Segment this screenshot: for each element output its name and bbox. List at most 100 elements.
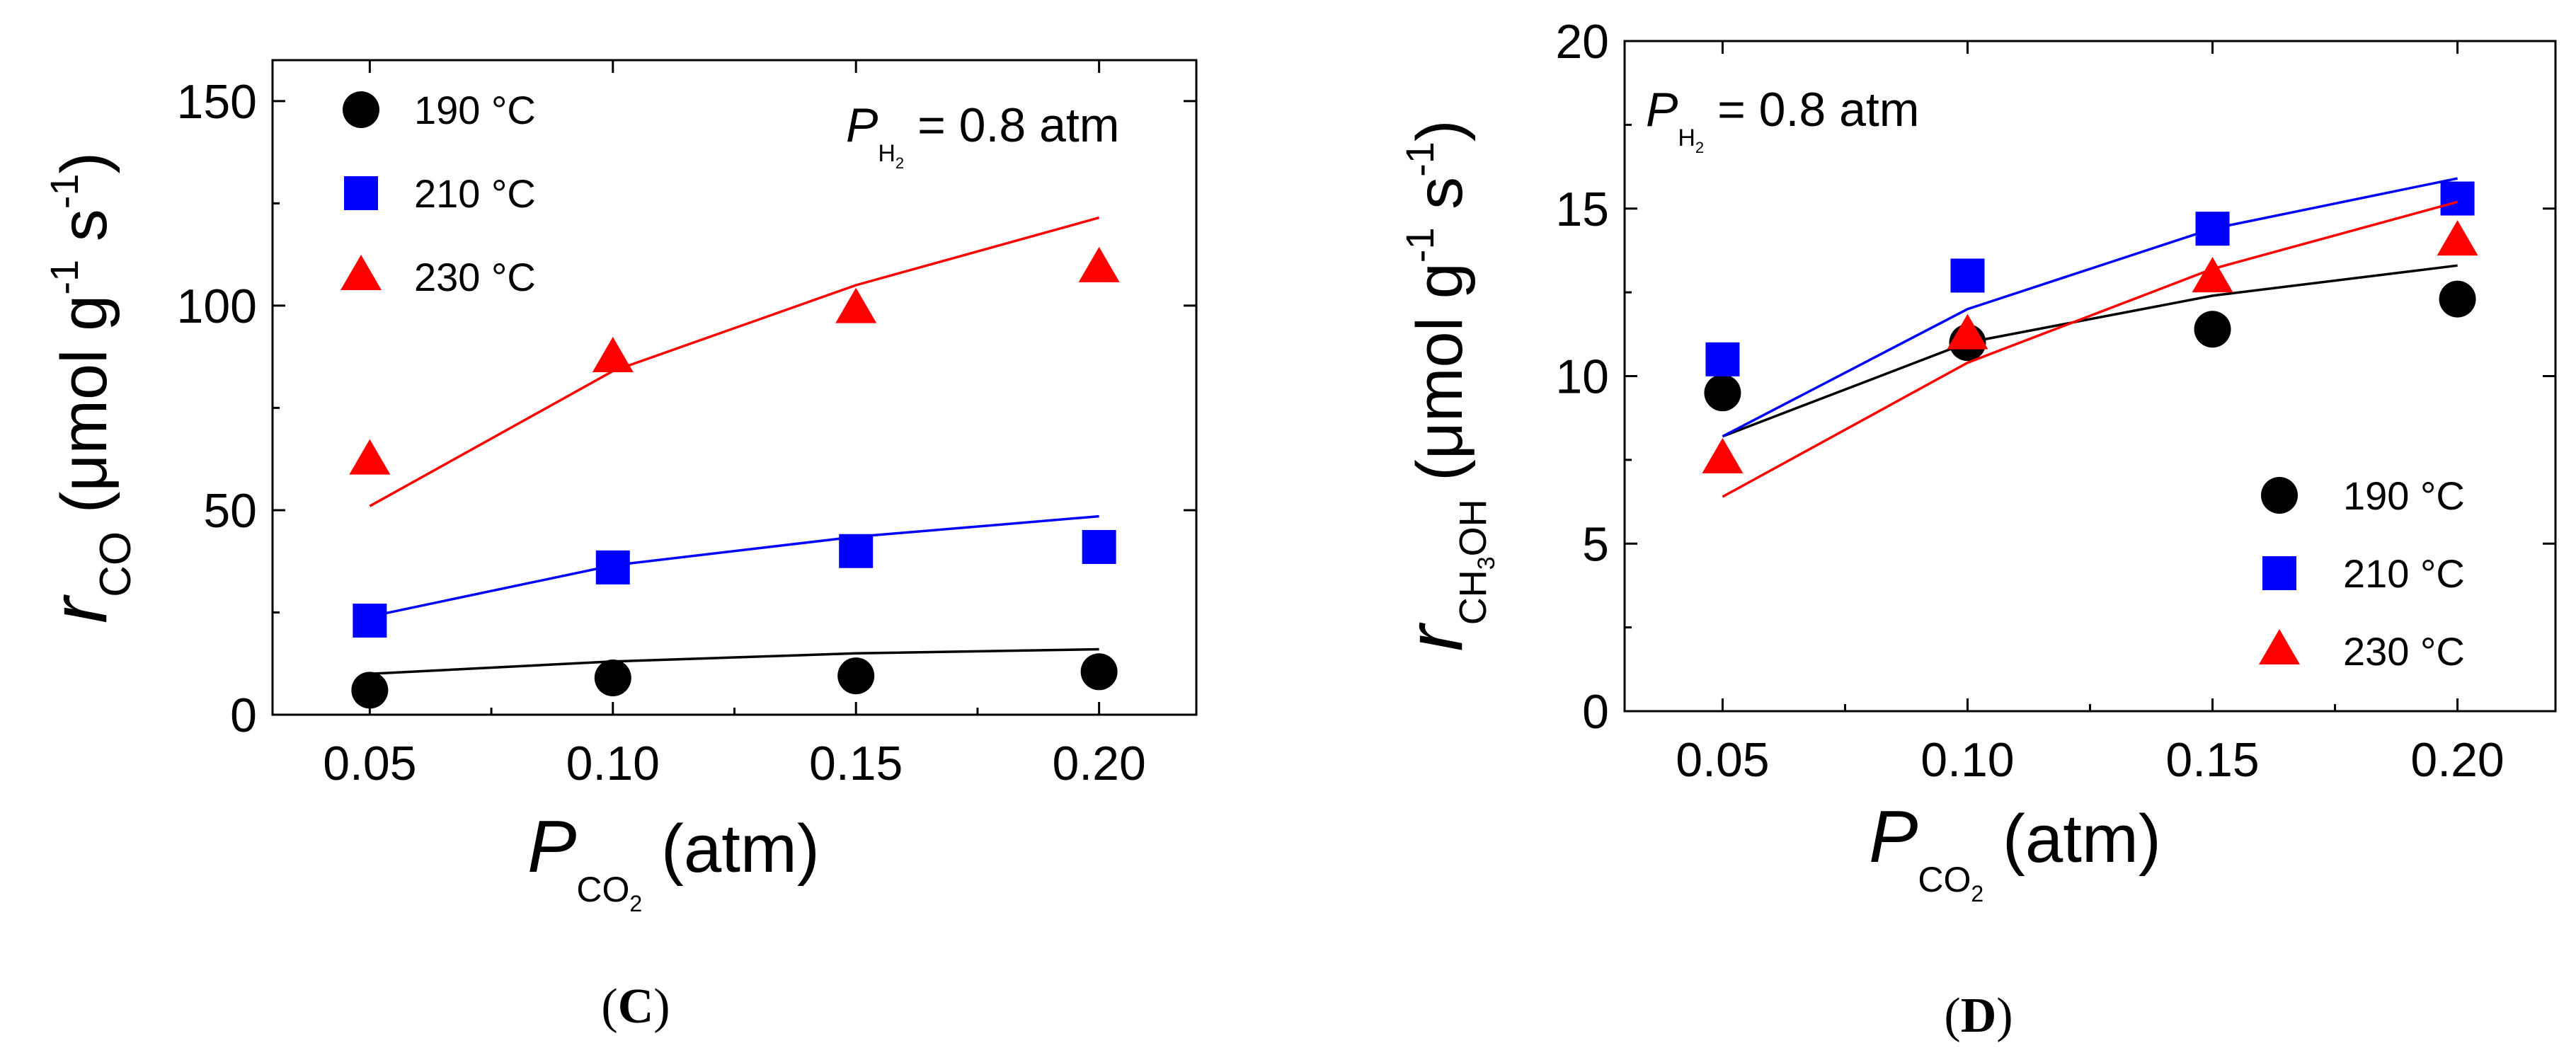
- annotation-value: = 0.8 atm: [904, 98, 1119, 152]
- data-point-square: [2195, 212, 2230, 246]
- x-tick-label: 0.10: [566, 737, 660, 790]
- data-point-circle: [594, 659, 631, 696]
- y-axis-title: rCO (μmol g-1 s-1): [35, 152, 140, 623]
- x-tick-label: 0.20: [1052, 737, 1145, 790]
- panel-caption: (D): [1944, 989, 2013, 1043]
- fit-line-210C: [370, 514, 1099, 618]
- annotation-pressure: PH2 = 0.8 atm: [846, 98, 1119, 172]
- y-title-mid: s: [48, 209, 120, 260]
- y-axis-title: rCH3OH (μmol g-1 s-1): [1390, 120, 1500, 651]
- data-point-square: [353, 604, 387, 638]
- legend-marker-circle: [343, 91, 379, 128]
- data-point-square: [1082, 529, 1116, 564]
- y-title-unit: (μmol g: [48, 295, 120, 531]
- data-point-square: [1705, 342, 1740, 376]
- legend-label: 190 °C: [414, 88, 536, 132]
- legend-label: 230 °C: [414, 255, 536, 299]
- legend-marker-square: [2262, 556, 2296, 590]
- data-point-square: [595, 550, 630, 585]
- y-title-close: ): [48, 152, 120, 174]
- y-tick-label: 5: [1582, 517, 1609, 571]
- y-title-exp2: -1: [42, 174, 86, 209]
- y-title-exp2: -1: [1397, 142, 1442, 177]
- x-title-subsub: 2: [629, 891, 642, 916]
- legend-label: 210 °C: [414, 171, 536, 216]
- fit-line-230C: [369, 216, 1100, 507]
- y-tick-label: 150: [177, 75, 257, 129]
- x-title-sub: CO: [1918, 860, 1971, 899]
- annotation-symbol: P: [1646, 83, 1678, 137]
- annotation-subsub: 2: [895, 154, 904, 172]
- data-point-triangle: [2437, 220, 2478, 256]
- x-tick-label: 0.15: [2165, 733, 2259, 787]
- x-tick-label: 0.10: [1920, 733, 2014, 787]
- legend-label: 230 °C: [2343, 629, 2465, 674]
- y-title-symbol: r: [35, 594, 123, 623]
- data-point-triangle: [1078, 246, 1120, 282]
- legend-marker-square: [344, 176, 378, 210]
- y-title-exp1: -1: [1397, 227, 1442, 263]
- legend-marker-triangle: [340, 255, 382, 290]
- plot-frame: [1623, 40, 2557, 713]
- data-point-circle: [2194, 311, 2231, 348]
- annotation-value: = 0.8 atm: [1704, 83, 1919, 137]
- y-title-sub2: OH: [1452, 499, 1494, 556]
- data-point-circle: [2439, 280, 2476, 318]
- y-tick-label: 50: [203, 484, 257, 538]
- x-axis-title: PCO2 (atm): [527, 806, 820, 916]
- annotation-subsub: 2: [1695, 139, 1704, 156]
- x-axis-title: PCO2 (atm): [1869, 796, 2161, 906]
- y-title-sub: CH: [1452, 570, 1494, 625]
- data-point-circle: [1080, 653, 1118, 691]
- annotation-symbol: P: [846, 98, 878, 152]
- x-title-unit: (atm): [642, 811, 820, 887]
- y-tick-label: 10: [1555, 350, 1609, 404]
- data-point-square: [1950, 258, 1985, 293]
- plot-frame: [271, 59, 1198, 716]
- x-title-unit: (atm): [1983, 801, 2161, 877]
- y-tick-label: 0: [1582, 685, 1609, 739]
- x-title-symbol: P: [527, 806, 576, 888]
- y-tick-label: 15: [1555, 183, 1609, 236]
- y-title-unit: (μmol g: [1404, 263, 1476, 499]
- caption-paren-close: ): [1996, 989, 2013, 1043]
- x-title-sub: CO: [576, 870, 629, 909]
- fit-line-190C: [1722, 264, 2458, 438]
- annotation-sub: H: [1678, 125, 1695, 151]
- caption-paren-open: (: [601, 979, 617, 1034]
- y-title-sub: CO: [91, 531, 140, 597]
- panel-caption: (C): [601, 979, 670, 1034]
- data-point-triangle: [349, 439, 391, 475]
- x-tick-label: 0.20: [2410, 733, 2504, 787]
- legend-label: 190 °C: [2343, 473, 2465, 518]
- chart-panel-D: 0.05 0.10 0.15 0.20 0 5 10 15 20 190 °C 210 °C 230 …: [1390, 15, 2557, 1043]
- y-title-close: ): [1404, 120, 1476, 142]
- caption-paren-open: (: [1944, 989, 1960, 1043]
- y-tick-label: 20: [1555, 15, 1609, 69]
- caption-letter: D: [1961, 989, 1997, 1043]
- x-tick-label: 0.15: [809, 737, 903, 790]
- legend-label: 210 °C: [2343, 551, 2465, 596]
- legend-marker-triangle: [2259, 629, 2300, 664]
- x-tick-label: 0.05: [1676, 733, 1769, 787]
- x-title-symbol: P: [1869, 796, 1918, 878]
- data-point-triangle: [592, 337, 634, 373]
- chart-panel-C: 0.05 0.10 0.15 0.20 0 50 100 150 190 °C 210 °C 230…: [35, 59, 1198, 1034]
- y-tick-label: 100: [177, 280, 257, 333]
- data-point-triangle: [835, 287, 877, 323]
- fit-line-190C: [370, 647, 1099, 675]
- y-title-subsub: 3: [1473, 556, 1500, 570]
- data-point-triangle: [2192, 257, 2233, 293]
- data-point-circle: [1704, 374, 1741, 412]
- data-point-square: [2440, 181, 2475, 216]
- fit-line-230C: [1722, 200, 2458, 498]
- caption-paren-close: ): [653, 979, 670, 1034]
- x-tick-label: 0.05: [323, 737, 416, 790]
- data-point-triangle: [1947, 313, 1988, 350]
- legend-marker-circle: [2261, 477, 2298, 514]
- y-tick-label: 0: [230, 689, 257, 742]
- y-title-symbol: r: [1390, 622, 1479, 652]
- data-point-square: [839, 534, 874, 568]
- data-point-circle: [351, 672, 389, 709]
